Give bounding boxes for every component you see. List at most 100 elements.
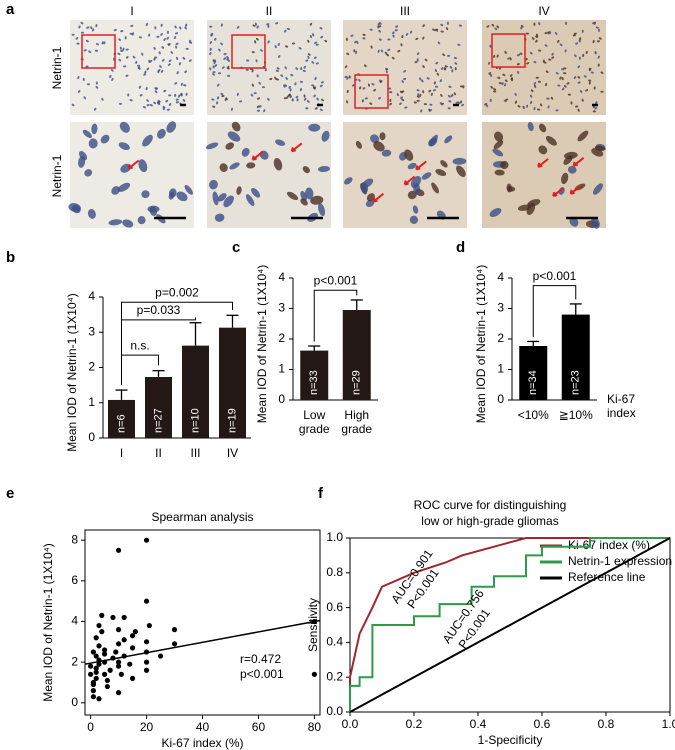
nucleus — [276, 67, 280, 70]
roc-curve — [349, 537, 670, 712]
nucleus — [517, 105, 521, 108]
nucleus — [307, 53, 311, 56]
nucleus — [298, 47, 302, 50]
nucleus — [118, 102, 123, 105]
nucleus — [596, 40, 601, 43]
point — [115, 659, 122, 665]
point — [143, 659, 150, 665]
y-tick-label: 1 — [497, 362, 504, 376]
nucleus — [598, 37, 602, 40]
nucleus — [430, 92, 433, 96]
point — [101, 671, 108, 677]
y-tick-label: 3 — [88, 324, 95, 338]
nucleus — [226, 57, 229, 61]
point — [96, 696, 102, 702]
nucleus — [236, 26, 240, 29]
nucleus — [445, 27, 449, 31]
panel-label: e — [6, 485, 14, 502]
arrow — [372, 192, 385, 203]
nucleus — [387, 48, 391, 52]
significance-label: n.s. — [130, 338, 149, 352]
nucleus — [404, 149, 414, 161]
nucleus — [401, 35, 404, 39]
nucleus — [68, 202, 81, 213]
micrograph — [343, 20, 467, 115]
nucleus — [251, 83, 254, 87]
nucleus — [554, 32, 558, 35]
point — [101, 651, 108, 657]
x-tick-label: 0.8 — [598, 717, 615, 731]
x-tick-label: 0 — [87, 720, 94, 734]
nucleus — [188, 59, 192, 62]
nucleus — [184, 26, 187, 30]
nucleus — [314, 76, 317, 81]
nucleus — [209, 179, 218, 190]
nucleus — [385, 68, 389, 71]
nucleus — [285, 77, 288, 80]
nucleus — [209, 67, 212, 71]
nucleus — [400, 43, 403, 47]
nucleus — [420, 109, 423, 113]
legend-label: Reference line — [568, 570, 646, 584]
nucleus — [216, 96, 220, 100]
panel-label: c — [232, 239, 240, 256]
nucleus — [525, 32, 530, 35]
nucleus — [449, 66, 453, 69]
nucleus — [260, 49, 263, 52]
nucleus — [594, 106, 598, 110]
point — [90, 679, 96, 686]
nucleus — [395, 25, 399, 28]
nucleus — [283, 97, 287, 100]
nucleus — [108, 219, 123, 226]
nucleus — [566, 82, 570, 85]
nucleus — [101, 97, 104, 101]
significance-bracket — [121, 301, 233, 385]
point — [90, 688, 96, 694]
point — [93, 675, 99, 682]
arrow — [251, 151, 264, 161]
x-tick-label: 60 — [252, 720, 266, 734]
nucleus — [598, 28, 601, 32]
nucleus — [514, 100, 518, 104]
point — [115, 627, 122, 633]
nucleus — [176, 71, 179, 75]
nucleus — [250, 93, 254, 97]
nucleus — [364, 64, 367, 68]
nucleus — [212, 73, 215, 76]
y-tick-label: 1 — [278, 362, 285, 376]
y-tick-label: 0.6 — [326, 600, 343, 614]
nucleus — [567, 93, 571, 96]
x-tick-label: 20 — [140, 720, 154, 734]
nucleus — [252, 24, 256, 27]
nucleus — [578, 56, 581, 60]
nucleus — [563, 67, 567, 70]
nucleus — [160, 69, 164, 73]
nucleus — [220, 92, 224, 96]
bar — [561, 314, 590, 400]
legend-label: Netrin-1 expression — [568, 554, 672, 568]
nucleus — [444, 65, 448, 68]
nucleus — [530, 100, 533, 105]
nucleus — [369, 102, 373, 105]
y-axis-label: Mean IOD of Netrin-1 (1X10⁴) — [65, 293, 79, 452]
nucleus — [544, 32, 548, 35]
nucleus — [575, 42, 579, 45]
nucleus — [485, 104, 489, 108]
nucleus — [555, 109, 559, 112]
nucleus — [86, 26, 90, 29]
nucleus — [177, 94, 181, 98]
nucleus — [454, 62, 458, 65]
nucleus — [454, 67, 457, 71]
y-tick-label: 2 — [278, 331, 285, 345]
zoom-box — [81, 34, 116, 69]
nucleus — [166, 108, 170, 111]
nucleus — [424, 58, 428, 62]
nucleus — [255, 59, 258, 63]
bar-label: n=29 — [351, 370, 363, 395]
nucleus — [544, 82, 548, 87]
nucleus — [182, 56, 186, 60]
nucleus — [388, 87, 392, 90]
y-tick-label: 4 — [497, 270, 504, 284]
nucleus — [87, 208, 96, 219]
bar — [300, 350, 329, 400]
